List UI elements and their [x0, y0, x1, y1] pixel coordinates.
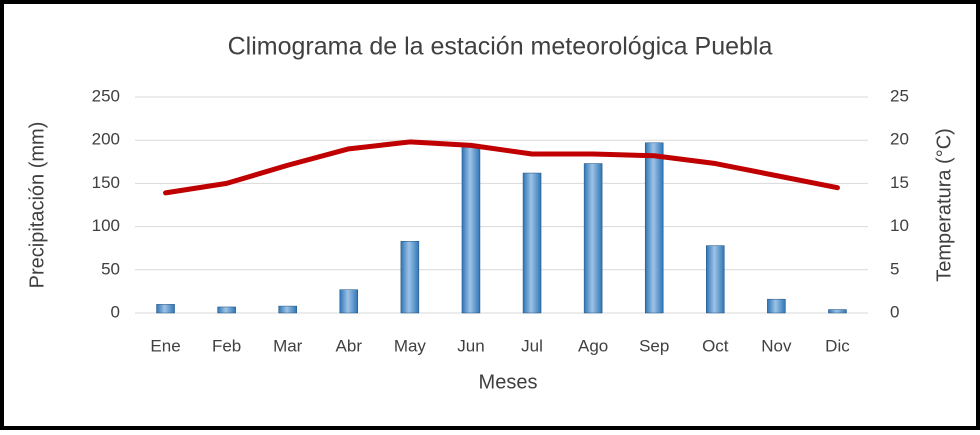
bar: [706, 245, 725, 314]
y-tick-label: 0: [111, 302, 120, 321]
x-tick-label: Sep: [639, 336, 669, 355]
x-tick-label: Feb: [212, 336, 241, 355]
y2-tick-label: 25: [890, 86, 909, 105]
y-axis-label: Precipitación (mm): [26, 122, 48, 289]
bar: [644, 142, 664, 314]
x-tick-label: Nov: [761, 336, 792, 355]
bar: [522, 172, 542, 314]
bar: [828, 309, 847, 314]
x-tick-label: Dic: [825, 336, 850, 355]
x-tick-label: Mar: [273, 336, 303, 355]
y-tick-label: 100: [92, 216, 120, 235]
x-tick-label: Ene: [150, 336, 180, 355]
y-tick-label: 200: [92, 130, 120, 149]
bar: [461, 145, 481, 314]
temperature-line: [163, 139, 840, 196]
bar: [217, 306, 236, 314]
x-tick-label: Oct: [702, 336, 729, 355]
x-tick-label: Abr: [336, 336, 363, 355]
bar: [400, 241, 420, 314]
y2-tick-label: 20: [890, 130, 909, 149]
chart-title: Climograma de la estación meteorológica …: [228, 33, 773, 61]
y2-tick-label: 0: [890, 302, 899, 321]
y-tick-label: 250: [92, 86, 120, 105]
y2-tick-label: 15: [890, 173, 909, 192]
x-tick-label: Jul: [521, 336, 543, 355]
x-tick-label: May: [394, 336, 427, 355]
bar: [278, 305, 297, 314]
bar: [156, 304, 175, 314]
x-axis-label: Meses: [479, 371, 538, 393]
y2-axis-label: Temperatura (°C): [933, 128, 955, 282]
y-tick-label: 50: [101, 259, 120, 278]
x-tick-label: Ago: [578, 336, 608, 355]
bar: [767, 298, 786, 314]
y-tick-label: 150: [92, 173, 120, 192]
bar: [339, 289, 359, 314]
y2-tick-label: 5: [890, 259, 899, 278]
x-tick-label: Jun: [457, 336, 484, 355]
y2-tick-label: 10: [890, 216, 909, 235]
bar: [583, 163, 603, 314]
